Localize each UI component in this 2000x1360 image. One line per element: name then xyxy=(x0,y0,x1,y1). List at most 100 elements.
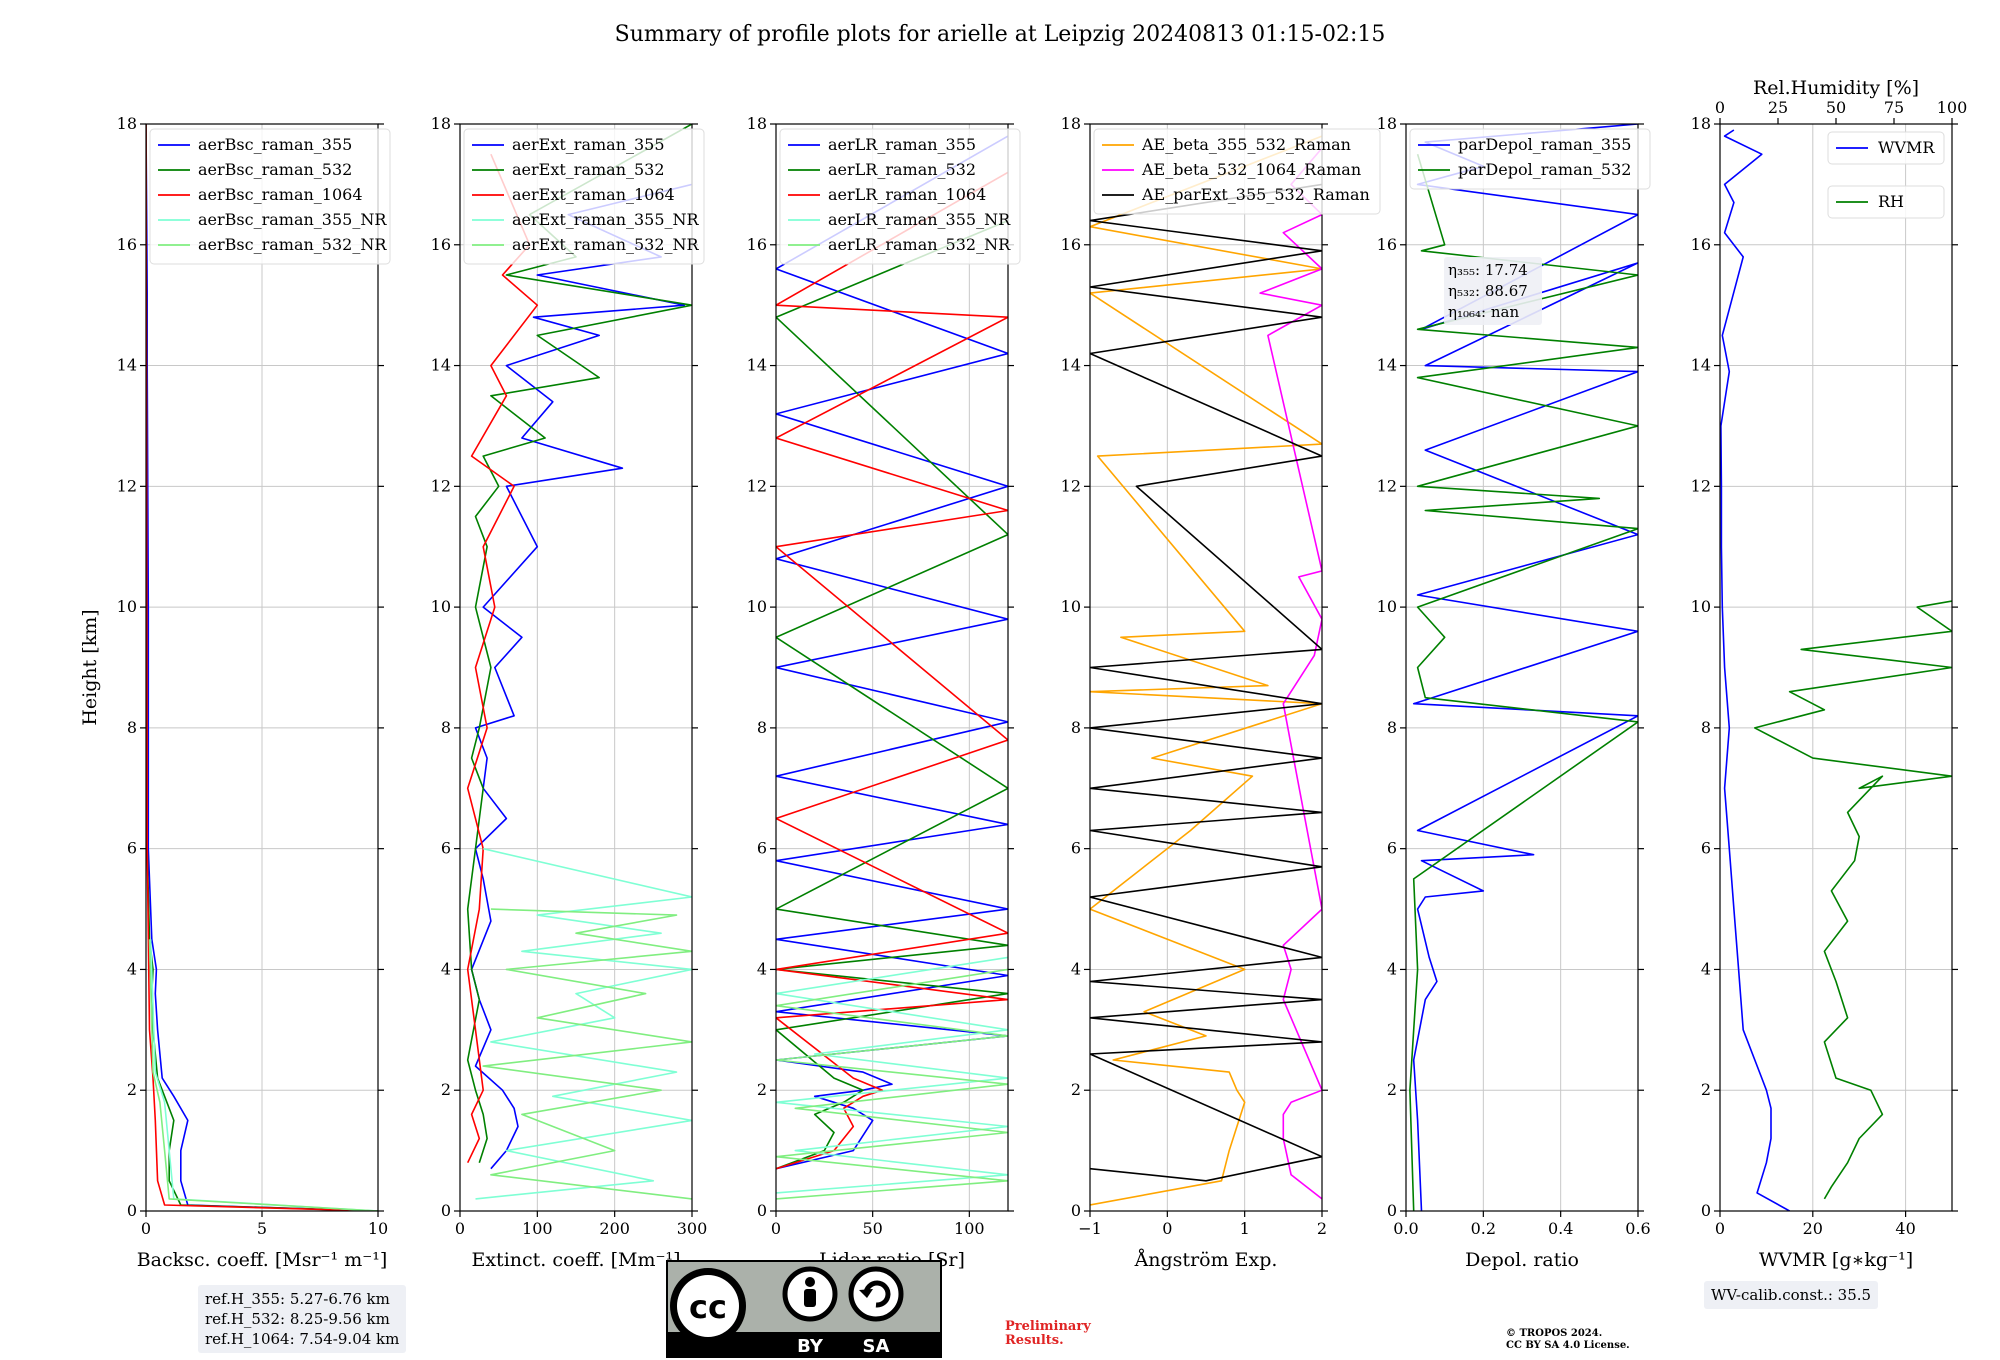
series-group xyxy=(1720,129,1952,1211)
y-tick-label: 16 xyxy=(1377,235,1397,254)
series-group xyxy=(466,124,692,1200)
reference-height-box: ref.H_355: 5.27-6.76 km ref.H_532: 8.25-… xyxy=(198,1285,407,1353)
y-tick-label: 0 xyxy=(1701,1201,1711,1220)
legend-box xyxy=(779,128,1021,265)
x2-tick-label: 0 xyxy=(1715,98,1725,117)
legend-label: aerBsc_raman_1064 xyxy=(198,185,363,204)
chart-panel-2: 0 100 200 300 0 2 4 6 8 10 12 14 16 18 Extinct. coeff.… xyxy=(431,114,708,1271)
legend-box xyxy=(149,128,391,265)
y-tick-label: 10 xyxy=(431,597,451,616)
y-tick-label: 14 xyxy=(1377,356,1397,375)
legend-label: aerBsc_raman_532 xyxy=(198,160,352,179)
legend: aerBsc_raman_355 aerBsc_raman_532 aerBsc_r… xyxy=(149,128,391,265)
legend-label: aerLR_raman_532 xyxy=(828,160,976,179)
series-line-parDepol_raman_355 xyxy=(1412,124,1638,1211)
y-tick-label: 16 xyxy=(747,235,767,254)
y-tick-label: 4 xyxy=(1387,959,1397,978)
copyright-line-1: © TROPOS 2024. xyxy=(1506,1328,1603,1339)
x-tick-label: 0.2 xyxy=(1471,1219,1496,1238)
legend: parDepol_raman_355 parDepol_raman_532 xyxy=(1409,128,1651,190)
legend-label: WVMR xyxy=(1878,138,1935,157)
legend-box xyxy=(1409,128,1651,190)
x-tick-label: 0.6 xyxy=(1625,1219,1650,1238)
y-tick-label: 2 xyxy=(1701,1080,1711,1099)
y-tick-label: 0 xyxy=(1071,1201,1081,1220)
legend-box xyxy=(1827,131,1945,165)
legend-label: aerLR_raman_355_NR xyxy=(828,210,1011,229)
legend-label: aerBsc_raman_355 xyxy=(198,135,352,154)
x-tick-label: 0.4 xyxy=(1548,1219,1573,1238)
axes-frame xyxy=(1719,123,1953,1212)
y-tick-label: 16 xyxy=(117,235,137,254)
y-tick-label: 2 xyxy=(127,1080,137,1099)
y-tick-label: 2 xyxy=(1387,1080,1397,1099)
cc-icon: cc xyxy=(670,1268,746,1344)
y-tick-label: 6 xyxy=(441,839,451,858)
y-tick-label: 8 xyxy=(1071,718,1081,737)
y-tick-label: 2 xyxy=(441,1080,451,1099)
x-tick-label: 20 xyxy=(1803,1219,1823,1238)
x-axis-label: WVMR [g∗kg⁻¹] xyxy=(1759,1249,1913,1271)
x-tick-label: −1 xyxy=(1078,1219,1102,1238)
y-tick-label: 0 xyxy=(757,1201,767,1220)
legend-label: aerBsc_raman_355_NR xyxy=(198,210,387,229)
x-tick-label: 0 xyxy=(1162,1219,1172,1238)
series-line-AE_beta_532_1064_Raman xyxy=(1259,147,1322,1200)
y-tick-label: 10 xyxy=(1061,597,1081,616)
y-tick-label: 16 xyxy=(431,235,451,254)
x-tick-label: 100 xyxy=(954,1219,985,1238)
x-tick-label: 0 xyxy=(141,1219,151,1238)
series-line-aerBsc_raman_1064 xyxy=(146,124,378,1211)
series-line-aerExt_raman_532 xyxy=(466,124,692,1163)
x2-axis-label: Rel.Humidity [%] xyxy=(1753,77,1919,99)
preliminary-note: Preliminary Results. xyxy=(1005,1320,1091,1348)
series-line-aerBsc_raman_532_NR xyxy=(148,939,378,1211)
y-tick-label: 18 xyxy=(1061,114,1081,133)
chart-panel-1: 0 5 10 0 2 4 6 8 10 12 14 16 18 Backsc. coeff. [Msr⁻¹… xyxy=(79,114,391,1271)
y-axis-label: Height [km] xyxy=(79,609,101,725)
y-tick-label: 14 xyxy=(1061,356,1081,375)
y-tick-label: 4 xyxy=(757,959,767,978)
x-axis-label: Extinct. coeff. [Mm⁻¹] xyxy=(471,1249,680,1271)
y-tick-label: 14 xyxy=(1691,356,1711,375)
svg-text:cc: cc xyxy=(689,1288,727,1326)
series-line-aerLR_raman_1064 xyxy=(776,171,1008,1170)
legend-label: aerExt_raman_355 xyxy=(512,135,665,154)
y-tick-label: 10 xyxy=(747,597,767,616)
series-line-AE_parExt_355_532_Raman xyxy=(1090,183,1322,1182)
legend-label: RH xyxy=(1878,192,1904,211)
eta-annotation-line: η₃₅₅: 17.74 xyxy=(1448,261,1528,279)
badge-by-label: BY xyxy=(797,1336,824,1357)
y-tick-label: 12 xyxy=(747,476,767,495)
legend-label: aerBsc_raman_532_NR xyxy=(198,235,387,254)
preliminary-line-1: Preliminary xyxy=(1005,1319,1091,1334)
legend: aerExt_raman_355 aerExt_raman_532 aerExt_r… xyxy=(463,128,705,265)
series-line-aerBsc_raman_355_NR xyxy=(149,939,378,1211)
y-tick-label: 18 xyxy=(431,114,451,133)
ref-height-532: ref.H_532: 8.25-9.56 km xyxy=(205,1310,390,1328)
legend: AE_beta_355_532_Raman AE_beta_532_1064_Ra… xyxy=(1093,128,1381,215)
ref-height-355: ref.H_355: 5.27-6.76 km xyxy=(205,1290,390,1308)
ref-height-1064: ref.H_1064: 7.54-9.04 km xyxy=(205,1330,400,1348)
y-tick-label: 4 xyxy=(1071,959,1081,978)
series-line-aerLR_raman_355_NR xyxy=(776,956,1008,1194)
x-tick-label: 40 xyxy=(1895,1219,1915,1238)
legend-label: aerExt_raman_532_NR xyxy=(512,235,700,254)
x2-tick-label: 50 xyxy=(1826,98,1846,117)
legend-label: aerExt_raman_532 xyxy=(512,160,665,179)
figure-title: Summary of profile plots for arielle at … xyxy=(614,22,1386,47)
legend-box xyxy=(1827,185,1945,219)
y-tick-label: 2 xyxy=(757,1080,767,1099)
series-line-WVMR xyxy=(1720,129,1790,1211)
legend-label: AE_beta_532_1064_Raman xyxy=(1141,160,1361,179)
eta-annotation-box xyxy=(1444,256,1542,325)
x-tick-label: 1 xyxy=(1240,1219,1250,1238)
y-tick-label: 10 xyxy=(1691,597,1711,616)
badge-sa-label: SA xyxy=(863,1336,890,1357)
y-tick-label: 6 xyxy=(1071,839,1081,858)
axes-frame xyxy=(775,123,1009,1212)
by-person-icon xyxy=(782,1266,838,1322)
eta-annotation-line: η₁₀₆₄: nan xyxy=(1448,303,1519,321)
